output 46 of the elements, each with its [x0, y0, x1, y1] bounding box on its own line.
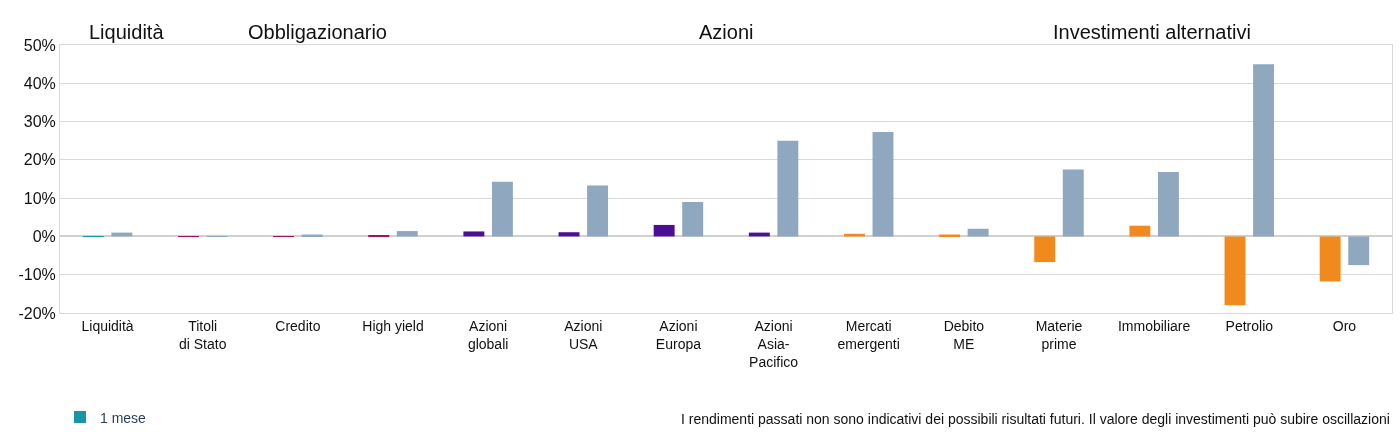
- bar: [1253, 64, 1275, 237]
- y-tick-label: 30%: [23, 113, 56, 131]
- bar: [872, 131, 894, 237]
- x-tick-label: Materie prime: [1035, 317, 1083, 352]
- x-tick-label: Azioni globali: [467, 317, 509, 352]
- bar: [682, 201, 704, 237]
- x-tick-label: Azioni Asia- Pacifico: [749, 317, 799, 371]
- bar: [967, 228, 989, 237]
- x-tick-label: Azioni Europa: [655, 317, 702, 352]
- bar: [653, 224, 675, 237]
- bar: [1157, 172, 1179, 237]
- x-tick-label: Liquidità: [81, 317, 134, 334]
- y-tick-label: 10%: [23, 189, 56, 207]
- text: Investimenti alternativi: [1053, 21, 1251, 43]
- bar: [1129, 225, 1151, 237]
- legend-label: 1 mese: [100, 409, 147, 426]
- bar: [1348, 236, 1370, 266]
- bar: [587, 185, 609, 237]
- y-tick-label: 20%: [23, 151, 56, 169]
- x-tick-label: Credito: [275, 317, 321, 334]
- x-tick-label: Azioni USA: [564, 317, 603, 352]
- bar: [1062, 169, 1084, 237]
- bar: [1224, 236, 1246, 306]
- bar: [396, 231, 418, 237]
- bar: [777, 140, 799, 237]
- bar: [463, 231, 485, 237]
- text: Obbligazionario: [248, 21, 387, 43]
- x-tick-label: Immobiliare: [1117, 317, 1191, 334]
- text: Azioni: [699, 21, 754, 43]
- y-tick-label: 50%: [23, 36, 56, 54]
- x-tick-label: Mercati emergenti: [837, 317, 900, 352]
- bar: [558, 232, 580, 237]
- x-tick-label: Titoli di Stato: [178, 317, 227, 352]
- x-tick-label: Oro: [1332, 317, 1357, 334]
- x-tick-label: Petrolio: [1225, 317, 1274, 334]
- bar: [1034, 236, 1056, 263]
- y-tick-label: 40%: [23, 74, 56, 92]
- y-tick-label: -20%: [18, 304, 56, 322]
- x-tick-label: Debito ME: [943, 317, 985, 352]
- x-tick-label: High yield: [362, 317, 424, 334]
- y-tick-label: 0%: [32, 228, 56, 246]
- text: Liquidità: [89, 21, 165, 43]
- text: I rendimenti passati non sono indicativi dei possibili risultati futuri. Il valore degli investimenti può subire oscillazioni: [681, 411, 1390, 427]
- bar: [1319, 236, 1341, 282]
- y-tick-label: -10%: [18, 266, 56, 284]
- bar: [491, 181, 513, 237]
